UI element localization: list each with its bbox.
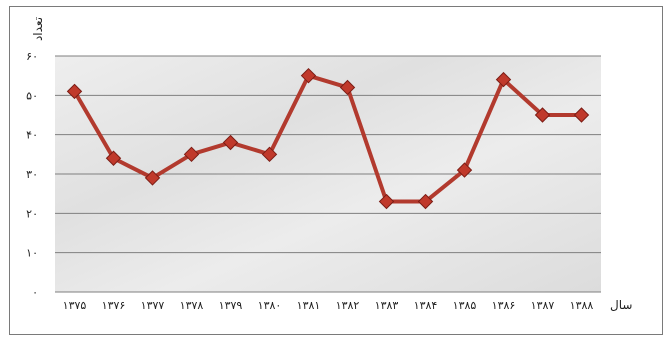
x-tick-label: ۱۳۸۴	[414, 299, 438, 312]
data-point-marker	[573, 107, 590, 123]
x-tick-label: ۱۳۷۶	[102, 299, 126, 312]
x-tick-label: ۱۳۸۷	[531, 299, 555, 312]
x-tick-label: ۱۳۸۲	[336, 299, 360, 312]
data-point-marker	[534, 107, 551, 123]
data-point-marker	[105, 150, 122, 166]
x-tick-label: ۱۳۷۸	[180, 299, 204, 312]
chart-frame: ۰ ۱۰ ۲۰ ۳۰ ۴۰ ۵۰ ۶۰ ۱۳۷۵ ۱۳۷۶ ۱۳۷۷ ۱۳۷۸ ۱۳۷۹ ۱۳۸۰ ۱۳…	[9, 6, 663, 335]
y-tick-label: ۰	[32, 286, 38, 299]
series-line	[72, 73, 582, 204]
x-tick-label: ۱۳۸۱	[297, 299, 321, 312]
data-point-marker	[222, 134, 239, 151]
data-point-marker	[495, 71, 512, 88]
data-point-marker	[183, 146, 200, 163]
y-tick-label: ۳۰	[26, 168, 38, 181]
x-tick-label: ۱۳۸۳	[375, 299, 399, 312]
x-tick-label: ۱۳۸۵	[453, 299, 477, 312]
x-axis-label: سال	[610, 298, 632, 312]
line-chart: ۰ ۱۰ ۲۰ ۳۰ ۴۰ ۵۰ ۶۰ ۱۳۷۵ ۱۳۷۶ ۱۳۷۷ ۱۳۷۸ ۱۳۷۹ ۱۳۸۰ ۱۳…	[26, 17, 632, 312]
y-tick-label: ۵۰	[26, 89, 38, 102]
data-point-marker	[456, 162, 473, 178]
data-point-marker	[261, 146, 278, 163]
y-tick-label: ۲۰	[26, 207, 38, 220]
x-tick-label: ۱۳۸۶	[492, 299, 516, 312]
x-tick-label: ۱۳۷۷	[141, 299, 165, 312]
data-point-marker	[339, 79, 356, 96]
x-tick-label: ۱۳۷۵	[63, 299, 87, 312]
y-tick-label: ۶۰	[26, 50, 38, 63]
data-point-marker	[300, 67, 317, 84]
data-point-marker	[417, 193, 434, 210]
y-tick-label: ۴۰	[26, 129, 38, 142]
x-tick-label: ۱۳۸۰	[258, 299, 282, 312]
y-tick-label: ۱۰	[26, 247, 38, 260]
y-axis-label: تعداد	[31, 17, 45, 41]
data-point-marker	[66, 83, 83, 100]
data-point-marker	[144, 170, 161, 186]
data-point-marker	[378, 193, 395, 210]
x-tick-label: ۱۳۸۸	[570, 299, 594, 312]
x-tick-label: ۱۳۷۹	[219, 299, 243, 312]
